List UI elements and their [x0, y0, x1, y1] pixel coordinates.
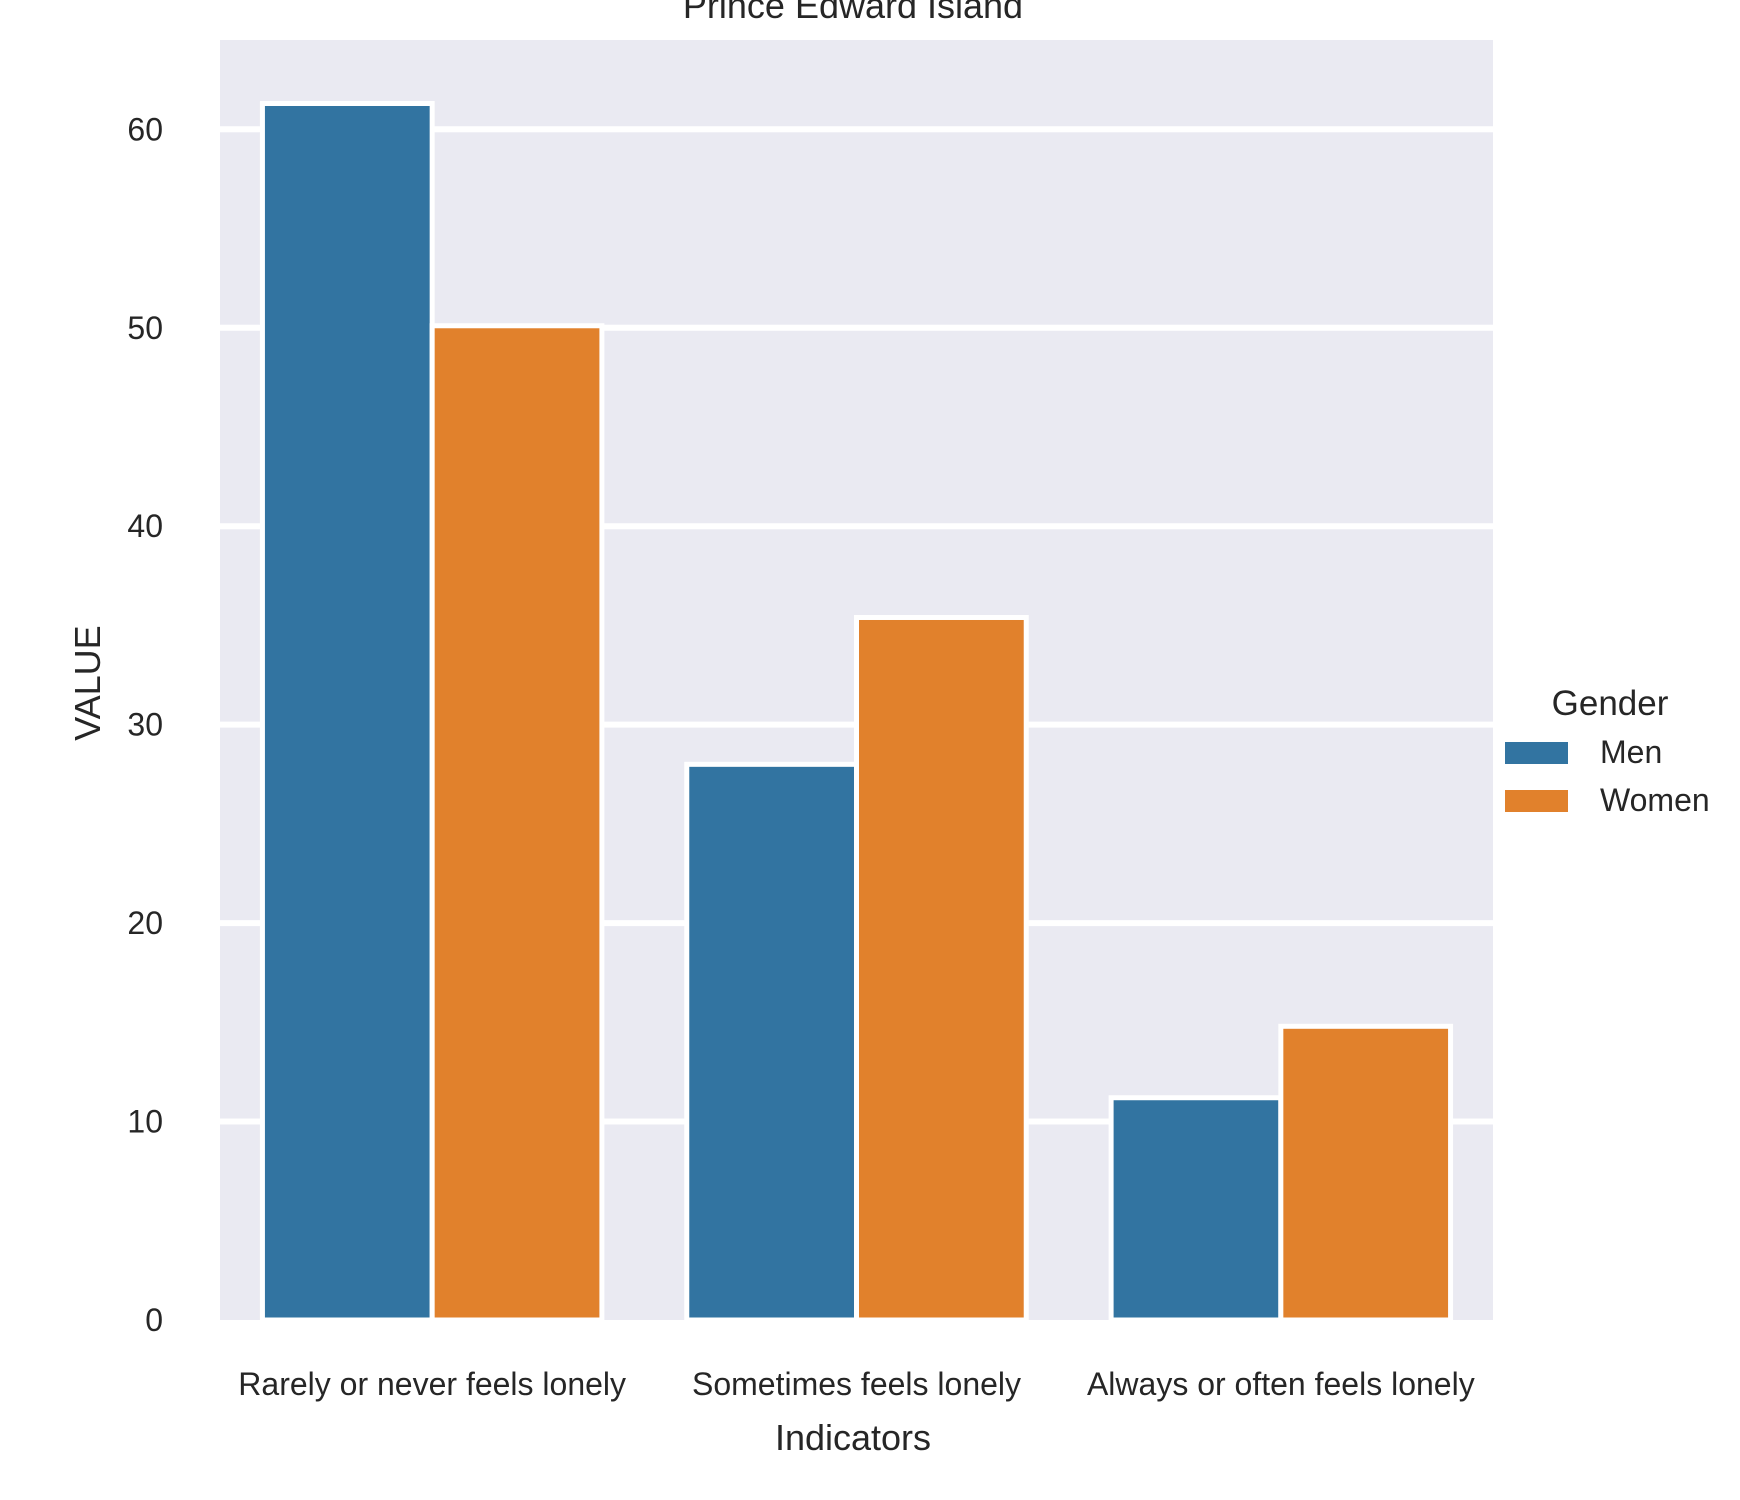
y-tick-label: 50 — [127, 310, 163, 346]
x-axis-label: Indicators — [775, 1417, 931, 1458]
y-tick-label: 10 — [127, 1104, 163, 1140]
bars-group — [259, 101, 1454, 1323]
bar-men-2 — [684, 761, 859, 1323]
bar-men-1 — [259, 101, 435, 1323]
legend-title: Gender — [1552, 684, 1669, 723]
bar-women-3 — [1278, 1023, 1454, 1323]
legend-label-women: Women — [1600, 782, 1710, 818]
bar-men-3 — [1108, 1095, 1284, 1323]
legend-swatch-women — [1505, 790, 1568, 812]
bar-women-2 — [854, 614, 1029, 1323]
y-tick-label: 0 — [145, 1302, 163, 1338]
y-tick-label: 60 — [127, 111, 163, 147]
y-tick-label: 20 — [127, 905, 163, 941]
chart-title: Prince Edward Island — [683, 0, 1023, 26]
y-tick-label: 40 — [127, 508, 163, 544]
y-axis-label: VALUE — [67, 625, 108, 740]
y-tick-label: 30 — [127, 707, 163, 743]
y-axis-ticks: 0 10 20 30 40 50 60 — [127, 111, 163, 1338]
legend-swatch-men — [1505, 742, 1568, 764]
legend-entries: Men Women — [1505, 734, 1710, 818]
legend-label-men: Men — [1600, 734, 1662, 770]
bar-women-1 — [429, 323, 605, 1323]
x-tick-label: Sometimes feels lonely — [692, 1366, 1021, 1402]
x-tick-label: Rarely or never feels lonely — [238, 1366, 626, 1402]
x-axis-ticks: Rarely or never feels lonely Sometimes fe… — [238, 1366, 1474, 1402]
x-tick-label: Always or often feels lonely — [1087, 1366, 1475, 1402]
legend: Gender Men Women — [1505, 684, 1710, 818]
